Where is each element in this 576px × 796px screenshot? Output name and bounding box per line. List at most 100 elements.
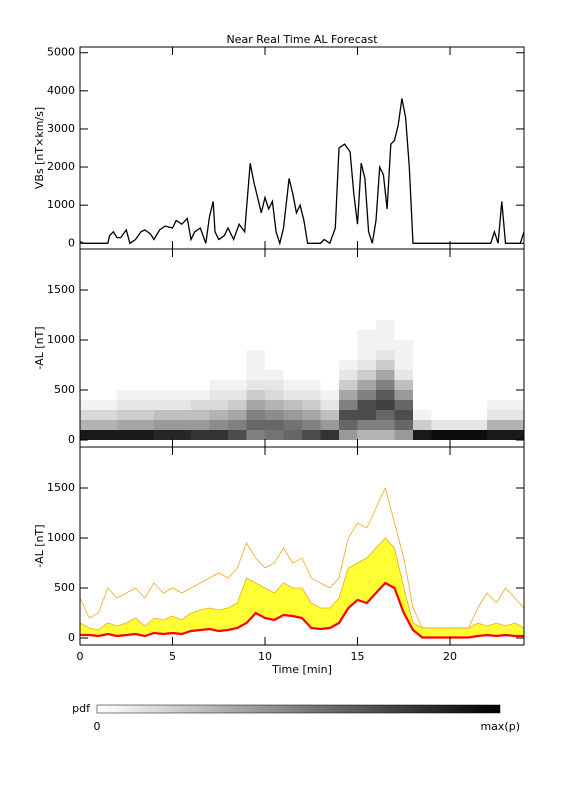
pdf-cell [320,380,339,390]
pdf-cell [80,430,99,440]
pdf-cell [394,400,413,410]
pdf-cell [376,360,395,370]
pdf-cell [80,370,99,380]
pdf-cell [320,330,339,340]
pdf-cell [283,380,302,390]
pdf-cell [505,370,524,380]
pdf-cell [117,380,136,390]
y-tick-label: 500 [54,581,75,594]
pdf-cell [394,370,413,380]
x-axis-label: Time [min] [271,663,332,676]
y-tick-label: 500 [54,383,75,396]
pdf-cell [191,340,210,350]
pdf-cell [394,340,413,350]
pdf-cell [431,340,450,350]
pdf-cell [394,390,413,400]
pdf-cell [154,350,173,360]
pdf-cell [228,360,247,370]
pdf-cell [394,360,413,370]
pdf-cell [487,380,506,390]
pdf-cell [431,350,450,360]
pdf-cell [80,350,99,360]
pdf-cell [98,360,117,370]
pdf-cell [487,360,506,370]
pdf-cell [246,380,265,390]
pdf-cell [376,430,395,440]
pdf-cell [339,410,358,420]
pdf-cell [98,430,117,440]
pdf-cell [505,430,524,440]
pdf-cell [98,350,117,360]
pdf-cell [98,420,117,430]
pdf-cell [431,370,450,380]
pdf-cell [505,420,524,430]
pdf-cell [228,350,247,360]
pdf-cell [394,330,413,340]
pdf-cell [246,410,265,420]
pdf-cell [246,370,265,380]
pdf-cell [357,330,376,340]
pdf-cell [191,420,210,430]
pdf-cell [413,390,432,400]
pdf-cell [172,420,191,430]
upper-line [80,537,524,631]
pdf-cell [172,400,191,410]
pdf-cell [98,320,117,330]
pdf-cell [135,360,154,370]
pdf-cell [228,400,247,410]
y-tick-label: 1500 [47,283,75,296]
chart-title: Near Real Time AL Forecast [226,33,378,46]
pdf-cell [117,350,136,360]
pdf-cell [357,320,376,330]
pdf-cell [394,430,413,440]
pdf-cell [413,430,432,440]
pdf-cell [98,410,117,420]
pdf-cell [357,390,376,400]
pdf-cell [283,330,302,340]
pdf-cell [135,430,154,440]
pdf-cell [505,360,524,370]
pdf-cell [376,420,395,430]
pdf-cell [302,370,321,380]
pdf-cell [505,410,524,420]
pdf-cell [283,370,302,380]
pdf-cell [413,350,432,360]
x-tick-label: 20 [443,650,457,663]
pdf-cell [283,410,302,420]
pdf-cell [468,330,487,340]
pdf-cell [450,370,469,380]
pdf-cell [135,320,154,330]
pdf-cell [154,400,173,410]
pdf-cell [246,330,265,340]
y-tick-label: 3000 [47,122,75,135]
pdf-cell [172,340,191,350]
pdf-cell [394,410,413,420]
pdf-cell [246,360,265,370]
pdf-cell [487,370,506,380]
pdf-cell [339,370,358,380]
pdf-cell [135,390,154,400]
pdf-cell [487,410,506,420]
x-tick-label: 0 [77,650,84,663]
pdf-cell [450,320,469,330]
pdf-cell [154,410,173,420]
pdf-cell [339,350,358,360]
pdf-cell [339,380,358,390]
pdf-cell [228,330,247,340]
pdf-cell [228,340,247,350]
pdf-cell [376,390,395,400]
pdf-cell [209,360,228,370]
colorbar-min: 0 [94,720,101,733]
colorbar [96,704,501,714]
pdf-cell [209,430,228,440]
pdf-cell [339,400,358,410]
pdf-cell [80,400,99,410]
pdf-cell [209,380,228,390]
pdf-cell [154,360,173,370]
pdf-cell [246,430,265,440]
pdf-cell [80,420,99,430]
pdf-cell [431,330,450,340]
plot-area [80,320,524,440]
pdf-cell [357,430,376,440]
pdf-cell [302,430,321,440]
